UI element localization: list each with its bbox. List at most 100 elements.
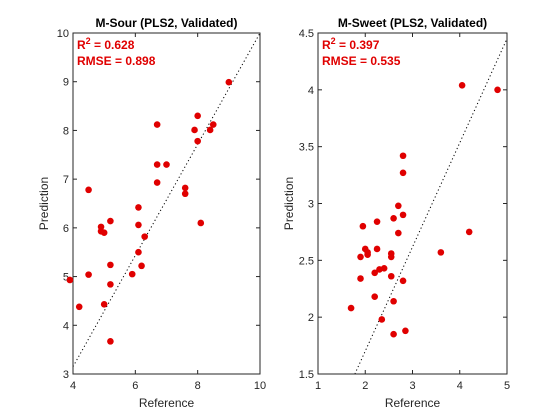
data-point	[209, 121, 217, 128]
data-point	[390, 214, 397, 222]
data-point	[371, 269, 379, 277]
data-point	[128, 270, 136, 278]
x-tick-label: 2	[362, 380, 368, 392]
y-tick-label: 3.5	[299, 142, 314, 154]
axes-box	[72, 32, 261, 375]
r-squared-value: = 0.397	[336, 38, 380, 52]
data-point	[399, 211, 407, 219]
data-point	[380, 264, 388, 272]
chart-title: M-Sweet (PLS2, Validated)	[338, 16, 487, 30]
data-point	[153, 179, 161, 186]
rmse-annotation: RMSE = 0.535	[322, 54, 401, 68]
data-point	[107, 217, 114, 225]
data-point	[107, 338, 114, 345]
data-point	[347, 304, 355, 312]
data-point	[225, 78, 233, 86]
y-tick-label: 4	[63, 320, 69, 332]
y-tick-label: 5	[63, 272, 69, 284]
data-point	[399, 169, 407, 177]
data-point	[141, 233, 148, 240]
data-point	[85, 186, 92, 194]
data-point	[138, 262, 145, 270]
x-tick-label: 10	[254, 380, 266, 392]
y-axis-label: Prediction	[282, 177, 296, 230]
data-point	[378, 316, 386, 323]
data-point	[197, 219, 205, 227]
data-point	[135, 248, 142, 256]
data-point	[153, 121, 161, 128]
data-point	[206, 126, 214, 134]
y-axis-label: Prediction	[37, 177, 51, 230]
data-point	[357, 275, 364, 282]
data-point	[364, 251, 371, 258]
data-point	[371, 293, 379, 301]
data-point	[494, 86, 501, 94]
r-squared-prefix: R	[77, 38, 86, 52]
r-squared-prefix: R	[322, 38, 331, 52]
r-squared-exponent: 2	[331, 36, 336, 46]
data-point	[359, 222, 367, 230]
data-point	[75, 303, 83, 311]
data-point	[100, 229, 108, 237]
data-point	[191, 126, 198, 134]
y-tick-label: 7	[63, 174, 69, 186]
y-tick-label: 2.5	[299, 255, 314, 267]
data-point	[399, 277, 407, 285]
data-point	[163, 161, 170, 168]
x-tick-label: 4	[457, 380, 463, 392]
r-squared-annotation: R2 = 0.628	[77, 36, 135, 52]
data-point	[107, 261, 114, 269]
data-point	[373, 245, 381, 253]
x-axis-label: Reference	[139, 396, 195, 410]
data-point	[395, 229, 402, 237]
x-tick-label: 5	[504, 380, 510, 392]
x-tick-label: 3	[409, 380, 415, 392]
data-point	[194, 112, 201, 120]
data-point	[465, 228, 473, 236]
y-tick-label: 8	[63, 125, 69, 137]
r-squared-exponent: 2	[86, 36, 91, 46]
r-squared-value: = 0.628	[91, 38, 135, 52]
data-point	[181, 184, 189, 192]
data-point	[390, 330, 397, 338]
x-axis-label: Reference	[385, 396, 441, 410]
data-point	[153, 161, 161, 168]
y-tick-label: 6	[63, 223, 69, 235]
data-point	[107, 281, 114, 288]
data-point	[399, 152, 407, 160]
x-tick-label: 1	[315, 380, 321, 392]
y-tick-label: 9	[63, 77, 69, 89]
y-tick-label: 4	[308, 85, 314, 97]
data-point	[402, 327, 409, 335]
data-point	[97, 223, 105, 231]
chart-panel-sweet: 1 2 3 4 5 1.5 2 2.5 3 3.5 4 4.5 M-Sweet (PLS2, Valid…	[282, 16, 510, 410]
data-point	[387, 250, 395, 257]
data-point	[135, 221, 142, 229]
x-tick-label: 8	[195, 380, 201, 392]
y-tick-label: 1.5	[299, 369, 314, 381]
y-tick-label: 3	[63, 369, 69, 381]
x-tick-label: 6	[132, 380, 138, 392]
data-point	[85, 271, 92, 278]
chart-title: M-Sour (PLS2, Validated)	[95, 16, 237, 30]
data-point	[395, 202, 402, 210]
y-tick-label: 2	[308, 312, 314, 324]
data-point	[373, 218, 381, 225]
y-tick-label: 10	[57, 28, 69, 40]
data-point	[437, 249, 445, 256]
r-squared-annotation: R2 = 0.397	[322, 36, 380, 52]
data-point	[357, 253, 364, 261]
data-point	[387, 272, 395, 280]
data-point	[390, 297, 397, 305]
data-point	[194, 137, 201, 145]
x-tick-label: 4	[70, 380, 76, 392]
y-tick-label: 3	[308, 199, 314, 211]
data-point	[100, 301, 108, 308]
data-point	[458, 81, 466, 89]
data-point	[66, 276, 74, 284]
y-tick-label: 4.5	[299, 28, 314, 40]
